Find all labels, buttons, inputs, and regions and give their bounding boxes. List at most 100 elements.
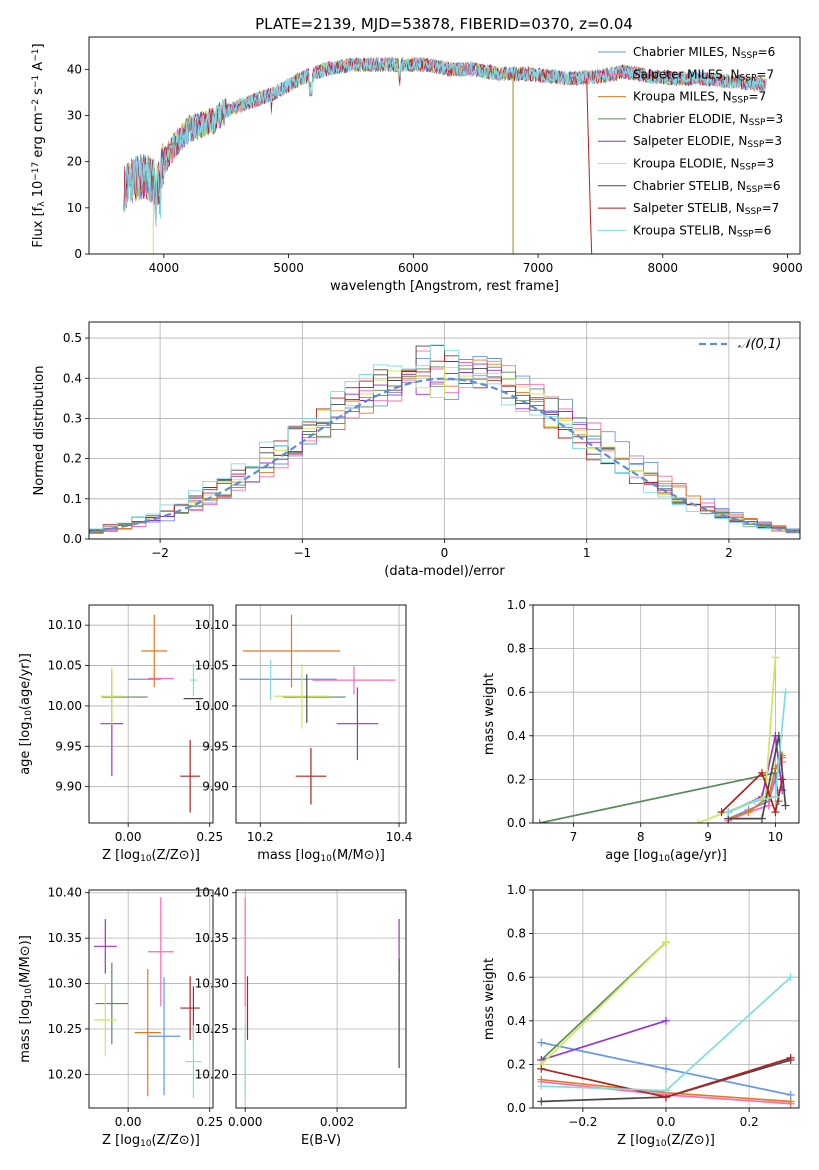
y-tick-label: 1.0 bbox=[507, 598, 526, 612]
errorbar-salpeter-stelib bbox=[295, 747, 327, 805]
y-tick-label: 1.0 bbox=[507, 883, 526, 897]
panel-residuals: −2 −1 0 1 2 0.0 0.1 0.2 0.3 0.4 0.5 (data-model)/er… bbox=[32, 321, 801, 579]
hist-kroupa-stelib bbox=[89, 344, 800, 534]
x-tick-label: −0.2 bbox=[568, 1115, 597, 1129]
y-tick-label: 0.0 bbox=[507, 1101, 526, 1115]
x-tick-label: −1 bbox=[293, 546, 311, 560]
x-tick-label: 0 bbox=[441, 546, 449, 560]
x-tick-label: 8 bbox=[637, 830, 645, 844]
y-tick-label: 9.95 bbox=[202, 739, 229, 753]
y-tick-label: 0 bbox=[74, 247, 82, 261]
x-tick-label: 10.2 bbox=[247, 830, 274, 844]
x-tick-label: 0.25 bbox=[196, 830, 223, 844]
y-tick-label: 9.95 bbox=[55, 739, 82, 753]
legend-entry: Salpeter ELODIE, NSSP=3 bbox=[633, 134, 782, 150]
x-axis-label: Z [log10(Z/Z⊙)] bbox=[102, 1133, 200, 1149]
errorbar-salpeter-miles bbox=[147, 897, 174, 1007]
x-tick-label: 10 bbox=[768, 830, 783, 844]
x-tick-label: 7 bbox=[570, 830, 578, 844]
weight-marker bbox=[724, 808, 733, 817]
legend-entry: Chabrier STELIB, NSSP=6 bbox=[633, 179, 781, 195]
weight-marker bbox=[717, 808, 726, 817]
errorbar-chabrier-miles bbox=[147, 977, 181, 1096]
y-axis-label: Flux [fλ 10−17 erg cm−2 s−1 A−1] bbox=[31, 43, 47, 247]
errorbar-kroupa-miles bbox=[134, 969, 161, 1097]
y-tick-label: 0.8 bbox=[507, 642, 526, 656]
errorbar-salpeter-miles bbox=[312, 665, 396, 695]
plot-area-spectrum bbox=[123, 56, 767, 254]
y-tick-label: 0.5 bbox=[63, 331, 82, 345]
x-tick-label: 9000 bbox=[772, 261, 803, 275]
legend-entry: Salpeter MILES, NSSP=7 bbox=[633, 67, 774, 83]
x-tick-label: 2 bbox=[725, 546, 733, 560]
y-axis-label: mass weight bbox=[482, 673, 497, 755]
x-tick-label: 9 bbox=[704, 830, 712, 844]
weight-line-kroupa-elodie bbox=[540, 941, 667, 1066]
y-tick-label: 0.2 bbox=[63, 452, 82, 466]
x-tick-label: 0.00 bbox=[115, 830, 142, 844]
weight-marker bbox=[693, 819, 702, 823]
y-tick-label: 10.20 bbox=[48, 1067, 82, 1081]
x-tick-label: 0.0 bbox=[656, 1115, 675, 1129]
weight-marker bbox=[537, 1097, 546, 1106]
weight-marker bbox=[781, 688, 790, 697]
errorbar-salpeter-elodie bbox=[336, 687, 379, 761]
y-tick-label: 0.0 bbox=[507, 816, 526, 830]
errorbar-salpeter-stelib bbox=[180, 739, 200, 813]
weight-marker bbox=[781, 801, 790, 810]
errorbar-salpeter-stelib bbox=[180, 976, 200, 1040]
y-tick-label: 0.4 bbox=[507, 1014, 526, 1028]
spectrum-dropout bbox=[586, 78, 593, 254]
y-tick-label: 0.4 bbox=[507, 729, 526, 743]
y-tick-label: 0.2 bbox=[507, 772, 526, 786]
spectrum-line-kroupa-stelib bbox=[123, 57, 767, 225]
figure-title: PLATE=2139, MJD=53878, FIBERID=0370, z=0… bbox=[255, 15, 633, 33]
panel-age-vs-Z: 0.00 0.25 9.90 9.95 10.00 10.05 10.10 Z [log10(… bbox=[18, 604, 223, 864]
weight-marker bbox=[537, 1038, 546, 1047]
y-tick-label: 10.30 bbox=[195, 977, 229, 991]
legend-entry: Kroupa MILES, NSSP=7 bbox=[633, 90, 766, 106]
panel-age-vs-mass: 10.2 10.4 9.90 9.95 10.00 10.05 10.10 mass [log… bbox=[195, 604, 413, 864]
weight-marker bbox=[771, 653, 780, 662]
x-tick-label: 7000 bbox=[523, 261, 554, 275]
x-tick-label: 1 bbox=[583, 546, 591, 560]
hist-kroupa-elodie bbox=[89, 366, 800, 533]
legend-entry: Kroupa STELIB, NSSP=6 bbox=[633, 223, 771, 239]
y-tick-label: 10.30 bbox=[48, 977, 82, 991]
errorbar-kroupa-stelib bbox=[190, 663, 197, 697]
y-tick-label: 10.40 bbox=[48, 886, 82, 900]
y-tick-label: 0.2 bbox=[507, 1057, 526, 1071]
x-tick-label: 8000 bbox=[648, 261, 679, 275]
y-tick-label: 9.90 bbox=[55, 780, 82, 794]
y-tick-label: 0.4 bbox=[63, 371, 82, 385]
legend: Chabrier MILES, NSSP=6 Salpeter MILES, NS… bbox=[598, 45, 783, 240]
y-axis-label: mass weight bbox=[482, 958, 497, 1040]
y-tick-label: 10.10 bbox=[48, 618, 82, 632]
x-tick-label: 10.4 bbox=[386, 830, 413, 844]
x-tick-label: 0.25 bbox=[196, 1115, 223, 1129]
y-tick-label: 10.00 bbox=[48, 699, 82, 713]
weight-marker bbox=[662, 1086, 670, 1095]
x-tick-label: 0.000 bbox=[228, 1115, 262, 1129]
y-tick-label: 20 bbox=[67, 155, 82, 169]
axes-frame bbox=[88, 889, 214, 1109]
y-tick-label: 10.25 bbox=[48, 1022, 82, 1036]
weight-marker bbox=[786, 1097, 795, 1106]
axes-frame bbox=[532, 604, 800, 824]
plot-area-mass-vs-ebv bbox=[244, 897, 400, 1099]
errorbar-kroupa-elodie bbox=[100, 667, 124, 725]
y-tick-label: 0.8 bbox=[507, 927, 526, 941]
axes-frame bbox=[88, 321, 801, 540]
x-axis-label: Z [log10(Z/Z⊙)] bbox=[617, 1133, 715, 1149]
errorbar-kroupa-miles bbox=[242, 614, 341, 688]
y-tick-label: 10.05 bbox=[195, 659, 229, 673]
x-axis-label: Z [log10(Z/Z⊙)] bbox=[102, 848, 200, 864]
weight-marker bbox=[771, 792, 780, 801]
panel-mass-vs-Z: 0.00 0.25 10.20 10.25 10.30 10.35 10.40 Z [log1… bbox=[18, 886, 223, 1150]
x-axis-label: wavelength [Angstrom, rest frame] bbox=[330, 279, 559, 294]
weight-line-salpeter-elodie bbox=[541, 1019, 667, 1061]
weight-marker bbox=[786, 973, 795, 982]
x-axis-label: E(B-V) bbox=[301, 1133, 341, 1148]
weight-marker bbox=[662, 1016, 670, 1025]
